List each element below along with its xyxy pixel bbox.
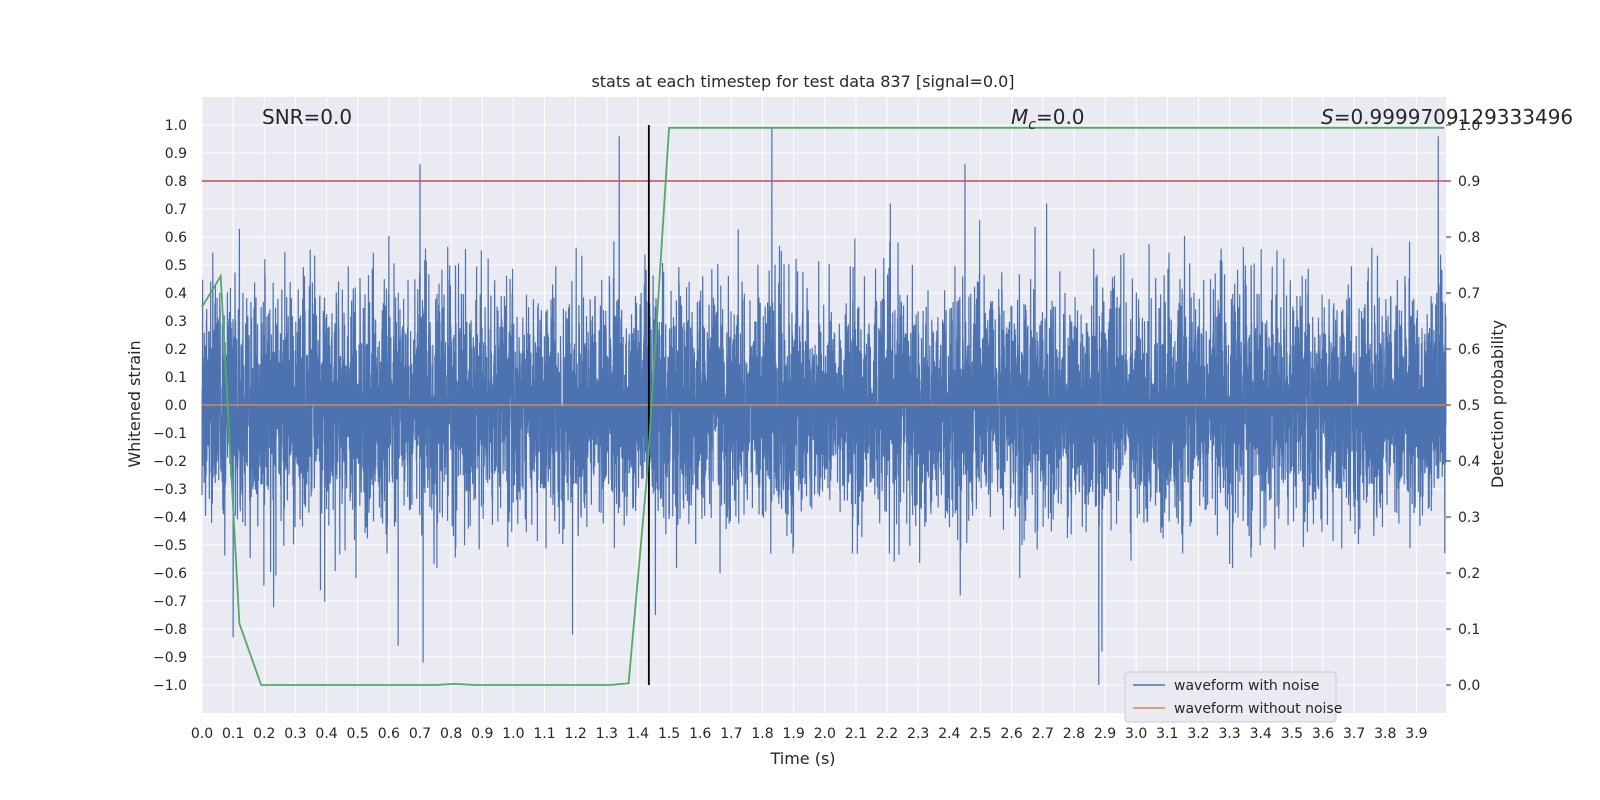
x-tick-label: 0.8 <box>440 726 462 742</box>
y-tick-label-left: −0.8 <box>153 622 187 638</box>
x-tick-label: 1.4 <box>627 726 649 742</box>
y-tick-label-right: 0.1 <box>1458 622 1480 638</box>
x-tick-label: 0.4 <box>315 726 337 742</box>
x-tick-label: 0.1 <box>222 726 244 742</box>
x-tick-label: 0.5 <box>347 726 369 742</box>
x-tick-label: 2.6 <box>1000 726 1022 742</box>
y-tick-label-left: −0.9 <box>153 650 187 666</box>
x-axis-label: Time (s) <box>769 749 835 768</box>
x-tick-label: 1.0 <box>502 726 524 742</box>
s-annotation: S=0.9999709129333496 <box>1321 105 1573 129</box>
x-tick-label: 2.9 <box>1094 726 1116 742</box>
x-tick-label: 1.5 <box>658 726 680 742</box>
x-tick-label: 1.6 <box>689 726 711 742</box>
y-tick-label-left: 0.9 <box>165 146 187 162</box>
x-tick-label: 0.7 <box>409 726 431 742</box>
x-tick-label: 2.2 <box>876 726 898 742</box>
y-tick-label-left: 0.8 <box>165 174 187 190</box>
legend-label-clean: waveform without noise <box>1174 701 1342 717</box>
x-tick-label: 2.1 <box>845 726 867 742</box>
x-tick-label: 0.2 <box>253 726 275 742</box>
x-tick-label: 0.9 <box>471 726 493 742</box>
x-tick-label: 1.8 <box>751 726 773 742</box>
x-tick-label: 3.9 <box>1405 726 1427 742</box>
y-tick-label-left: 0.7 <box>165 202 187 218</box>
y-tick-label-left: 0.3 <box>165 314 187 330</box>
x-tick-label: 0.0 <box>191 726 213 742</box>
x-tick-label: 2.0 <box>814 726 836 742</box>
detection-probability-line <box>201 126 1445 686</box>
waveform-with-noise-line <box>201 127 1447 686</box>
y-tick-label-left: −0.3 <box>153 482 187 498</box>
y-tick-label-left: −0.1 <box>153 426 187 442</box>
x-tick-label: 3.4 <box>1250 726 1272 742</box>
x-tick-label: 3.0 <box>1125 726 1147 742</box>
y-tick-label-left: 0.6 <box>165 230 187 246</box>
x-tick-label: 1.7 <box>720 726 742 742</box>
y-tick-label-left: 0.1 <box>165 370 187 386</box>
y-tick-label-left: −0.4 <box>153 510 187 526</box>
x-tick-label: 1.9 <box>783 726 805 742</box>
y-tick-label-left: −0.2 <box>153 454 187 470</box>
y-tick-label-right: 0.6 <box>1458 342 1480 358</box>
x-tick-label: 1.1 <box>533 726 555 742</box>
x-tick-label: 0.3 <box>284 726 306 742</box>
y-tick-label-left: 0.0 <box>165 398 187 414</box>
legend: waveform with noise waveform without noi… <box>1124 671 1342 723</box>
y-tick-label-left: 0.2 <box>165 342 187 358</box>
y-axis-label-right: Detection probability <box>1488 320 1507 488</box>
y-tick-label-left: −0.5 <box>153 538 187 554</box>
y-tick-label-right: 1.0 <box>1458 118 1480 134</box>
y-tick-label-right: 0.9 <box>1458 174 1480 190</box>
x-tick-label: 3.1 <box>1156 726 1178 742</box>
s-symbol: S <box>1321 105 1334 129</box>
x-tick-label: 2.4 <box>938 726 960 742</box>
mc-subscript: c <box>1028 117 1036 133</box>
y-tick-label-right: 0.2 <box>1458 566 1480 582</box>
y-tick-label-left: 0.5 <box>165 258 187 274</box>
x-tick-label: 2.8 <box>1063 726 1085 742</box>
x-tick-label: 0.6 <box>378 726 400 742</box>
x-tick-label: 3.5 <box>1281 726 1303 742</box>
x-tick-label: 3.7 <box>1343 726 1365 742</box>
x-tick-label: 3.2 <box>1187 726 1209 742</box>
y-tick-label-right: 0.3 <box>1458 510 1480 526</box>
series-layer <box>201 125 1446 686</box>
x-tick-label: 1.2 <box>565 726 587 742</box>
legend-box <box>1124 671 1337 723</box>
x-tick-label: 3.6 <box>1312 726 1334 742</box>
x-tick-label: 1.3 <box>596 726 618 742</box>
y-tick-label-left: 1.0 <box>165 118 187 134</box>
mc-annotation: Mc=0.0 <box>1011 105 1085 133</box>
x-tick-label: 2.7 <box>1032 726 1054 742</box>
y-tick-label-right: 0.7 <box>1458 286 1480 302</box>
x-tick-label: 3.8 <box>1374 726 1396 742</box>
legend-label-noise: waveform with noise <box>1174 678 1319 694</box>
mc-value: =0.0 <box>1036 105 1085 129</box>
x-tick-label: 2.3 <box>907 726 929 742</box>
y-tick-label-left: −0.7 <box>153 594 187 610</box>
y-axis-label-left: Whitened strain <box>125 340 144 467</box>
y-tick-label-left: −0.6 <box>153 566 187 582</box>
x-tick-label: 2.5 <box>969 726 991 742</box>
chart-title: stats at each timestep for test data 837… <box>591 72 1014 91</box>
x-tick-label: 3.3 <box>1218 726 1240 742</box>
noise-waveform-layer <box>201 127 1447 686</box>
y-tick-label-left: −1.0 <box>153 678 187 694</box>
y-tick-label-right: 0.5 <box>1458 398 1480 414</box>
s-value: =0.9999709129333496 <box>1334 105 1573 129</box>
y-tick-label-right: 0.4 <box>1458 454 1480 470</box>
snr-annotation: SNR=0.0 <box>262 105 352 129</box>
tick-labels: 0.0 0.1 0.2 0.3 0.4 0.5 0.6 0.7 0.8 0.9 1.0 1.1 1.2 1… <box>153 118 1480 742</box>
y-tick-label-right: 0.8 <box>1458 230 1480 246</box>
y-tick-label-left: 0.4 <box>165 286 187 302</box>
y-tick-label-right: 0.0 <box>1458 678 1480 694</box>
mc-symbol: M <box>1011 105 1028 129</box>
